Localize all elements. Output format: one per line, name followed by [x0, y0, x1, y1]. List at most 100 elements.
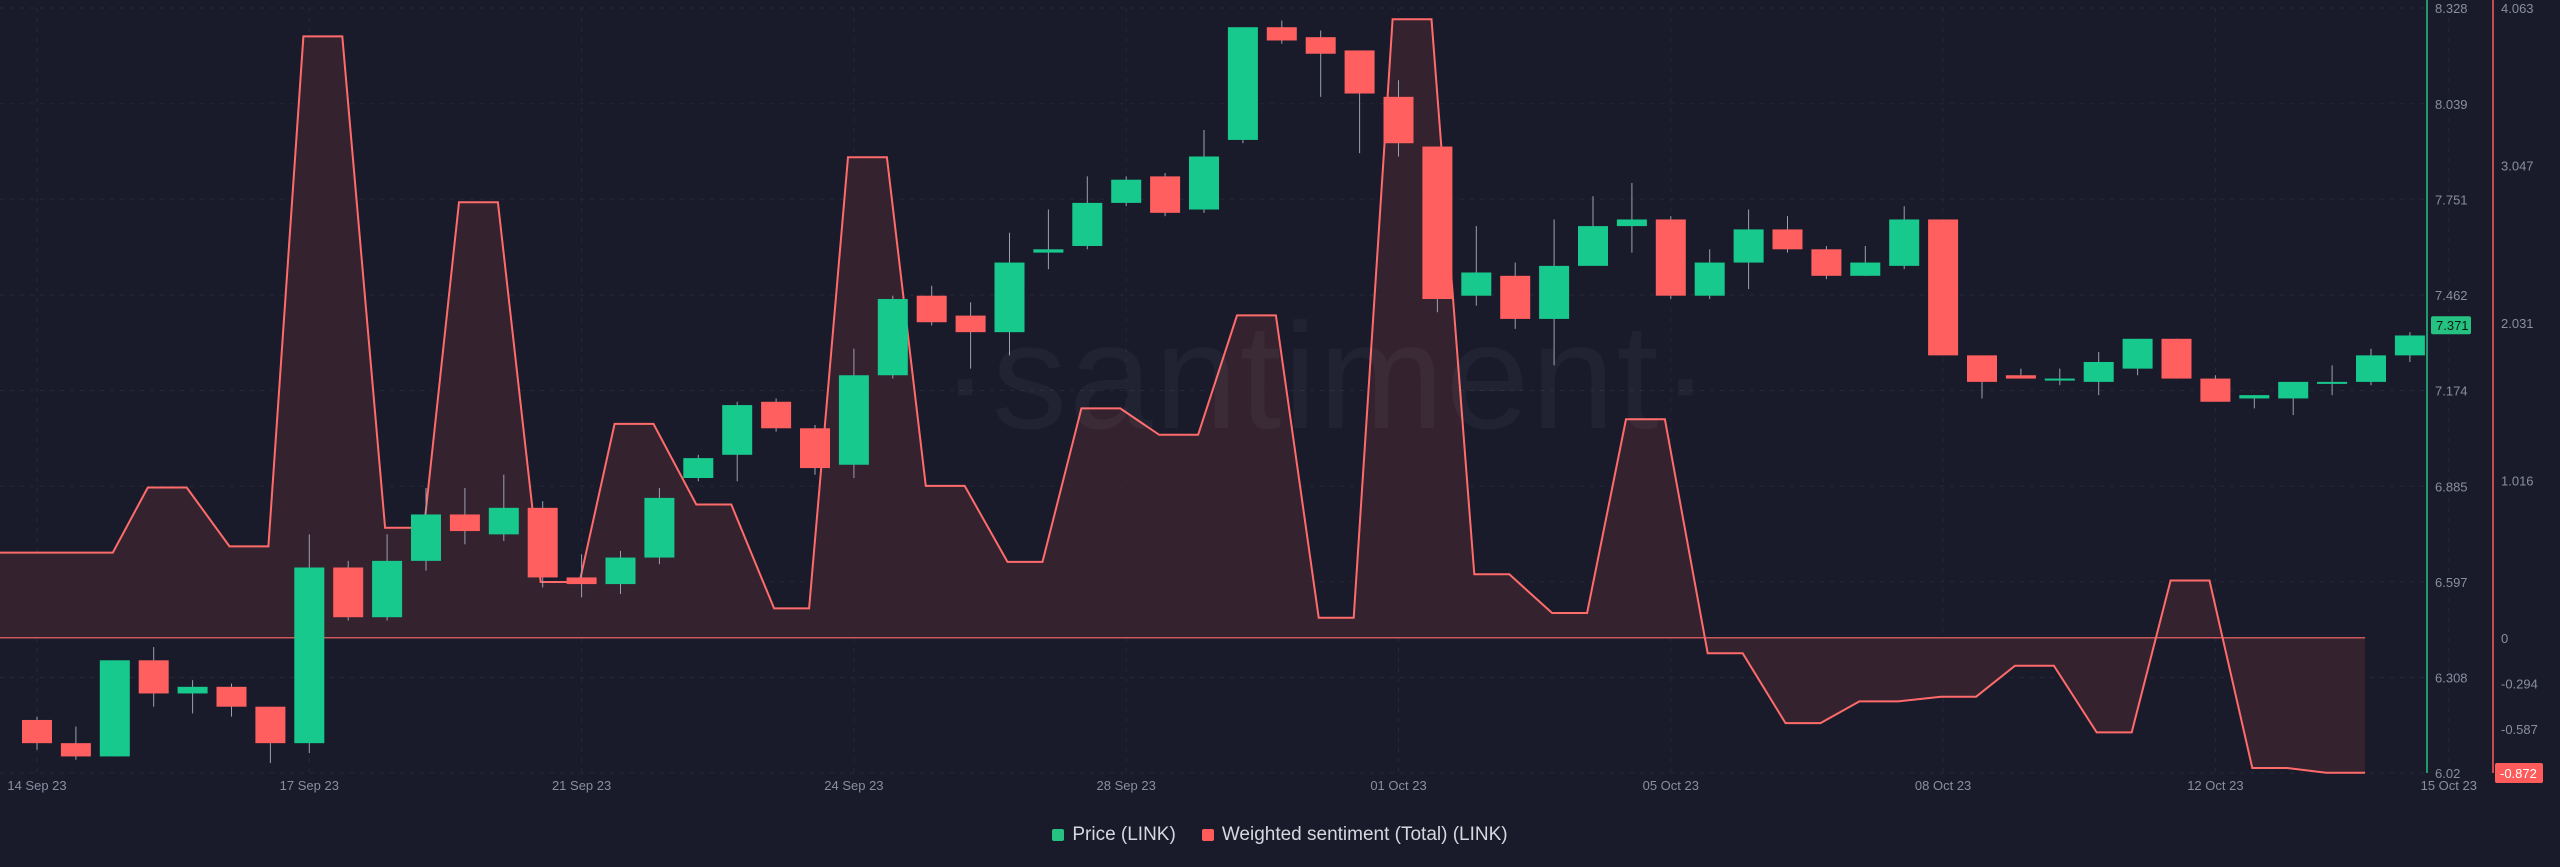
candle — [1305, 30, 1336, 97]
candle — [1344, 50, 1375, 154]
legend-label-sentiment: Weighted sentiment (Total) (LINK) — [1221, 824, 1508, 845]
candle-body — [1694, 262, 1725, 296]
sentiment-current-badge — [2495, 763, 2543, 783]
candle-body — [1616, 219, 1647, 227]
candle-body — [1539, 265, 1570, 319]
candle-body — [372, 560, 403, 618]
candle-body — [1967, 355, 1997, 382]
candle-body — [2083, 361, 2114, 382]
price-current-label: 7.371 — [2436, 318, 2469, 333]
candle-body — [333, 567, 364, 618]
candle-body — [1383, 96, 1414, 144]
candle — [838, 348, 869, 479]
candle — [1422, 146, 1453, 313]
candle-body — [2239, 395, 2270, 399]
candle-body — [2200, 378, 2231, 402]
candle — [255, 706, 286, 764]
candle-body — [2122, 338, 2153, 369]
candle — [99, 660, 130, 757]
candle — [955, 302, 986, 369]
candle — [1850, 245, 1881, 276]
candle — [2356, 348, 2386, 386]
candle-body — [2317, 381, 2348, 384]
x-tick-label: 24 Sep 23 — [824, 778, 883, 793]
candle-body — [566, 577, 597, 585]
candle-body — [1111, 179, 1142, 203]
candle-body — [1344, 50, 1375, 94]
candle-body — [2005, 375, 2036, 379]
candle-body — [877, 299, 908, 376]
candle — [1111, 176, 1142, 207]
candle — [527, 501, 558, 588]
x-tick-label: 28 Sep 23 — [1097, 778, 1156, 793]
candle-body — [1305, 37, 1336, 54]
sentiment-current-label: -0.872 — [2500, 766, 2537, 781]
candle-body — [449, 514, 480, 532]
candle — [2200, 375, 2231, 402]
candle-body — [955, 315, 986, 333]
candle — [60, 726, 91, 760]
candle — [2083, 352, 2114, 396]
legend-item-price[interactable]: Price (LINK) — [1052, 824, 1176, 846]
price-tick-label: 6.885 — [2435, 479, 2468, 494]
candle-body — [1772, 229, 1803, 250]
candle-body — [294, 567, 325, 744]
price-tick-label: 8.328 — [2435, 1, 2468, 16]
price-current-badge — [2431, 316, 2471, 335]
candle-body — [177, 686, 208, 694]
candle-body — [138, 660, 169, 694]
candle-layer — [22, 20, 2425, 764]
candle — [1578, 196, 1608, 266]
candle-body — [1655, 219, 1686, 296]
candle-body — [644, 497, 675, 558]
candle-body — [1500, 275, 1531, 319]
candle — [1811, 245, 1842, 280]
candle-body — [527, 507, 558, 578]
price-tick-label: 6.597 — [2435, 575, 2468, 590]
candle — [1694, 249, 1725, 300]
legend-swatch-price — [1052, 829, 1065, 841]
candle — [1655, 216, 1686, 300]
candle — [683, 454, 714, 482]
candle — [2122, 338, 2153, 376]
sentiment-tick-label: 3.047 — [2501, 158, 2534, 173]
candle-body — [605, 557, 636, 585]
candle-body — [1889, 219, 1920, 266]
candle — [1189, 129, 1219, 213]
candle — [411, 487, 441, 571]
candle — [1150, 173, 1181, 217]
candle-body — [1072, 202, 1103, 246]
candle — [1616, 183, 1647, 253]
candle — [216, 683, 247, 717]
candle-body — [2044, 378, 2075, 381]
x-tick-label: 01 Oct 23 — [1370, 778, 1426, 793]
candle-body — [2278, 381, 2309, 399]
price-tick-label: 7.462 — [2435, 288, 2468, 303]
candle-body — [411, 514, 441, 561]
candle — [2278, 381, 2309, 416]
candle-body — [2394, 335, 2425, 356]
price-tick-label: 6.308 — [2435, 671, 2468, 686]
price-tick-label: 7.751 — [2435, 192, 2468, 207]
candle-body — [60, 743, 91, 757]
candle — [372, 534, 403, 621]
candle-body — [916, 295, 947, 323]
price-tick-label: 7.174 — [2435, 384, 2468, 399]
candle-body — [22, 719, 52, 744]
sentiment-layer — [0, 18, 2366, 774]
candle — [1967, 355, 1997, 399]
candle-body — [2161, 338, 2192, 379]
candle-body — [1928, 219, 1959, 356]
candle — [761, 398, 792, 432]
candle — [333, 560, 364, 621]
axis-layer: 8.328 8.039 7.751 7.462 7.174 6.885 6.597 6.308… — [7, 0, 2543, 793]
candle — [1072, 176, 1103, 250]
candle — [488, 474, 519, 541]
sentiment-tick-label: 0 — [2501, 631, 2508, 646]
candle — [1928, 219, 1959, 356]
sentiment-tick-label: 1.016 — [2501, 473, 2534, 488]
candle — [605, 550, 636, 595]
legend-item-sentiment[interactable]: Weighted sentiment (Total) (LINK) — [1201, 824, 1508, 846]
sentiment-tick-label: 2.031 — [2501, 316, 2534, 331]
